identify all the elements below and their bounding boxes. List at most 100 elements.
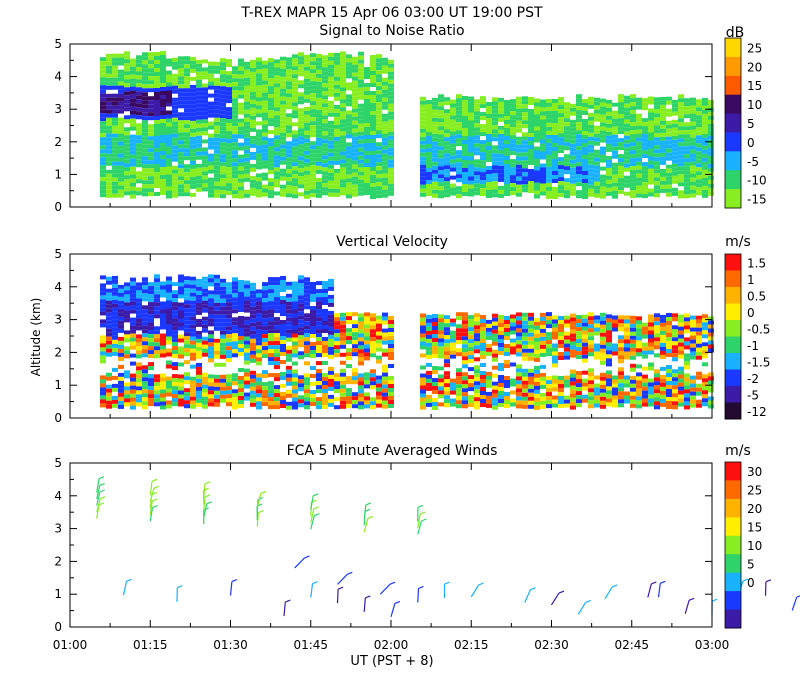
snr-field-cell	[612, 194, 618, 199]
vv-field-cell	[112, 339, 118, 344]
vv-field-cell	[274, 329, 280, 334]
snr-field-cell	[322, 167, 328, 172]
snr-field-cell	[214, 149, 220, 154]
snr-field-cell	[358, 131, 364, 136]
snr-field-cell	[558, 97, 564, 102]
vv-field-cell	[322, 389, 328, 393]
vv-field-cell	[100, 359, 106, 364]
vv-field-cell	[172, 282, 178, 287]
snr-field-cell	[702, 169, 708, 174]
vv-field-cell	[564, 355, 570, 360]
snr-field-cell	[684, 170, 690, 175]
vv-field-cell	[612, 387, 618, 392]
vv-field-cell	[672, 333, 678, 338]
vv-field-cell	[250, 286, 256, 291]
vv-field-cell	[178, 274, 184, 279]
snr-field-cell	[546, 122, 552, 127]
snr-field-cell	[238, 94, 244, 99]
vv-field-cell	[346, 332, 352, 337]
vv-field-cell	[286, 357, 292, 362]
vv-field-cell	[678, 318, 684, 323]
snr-field-cell	[480, 144, 486, 149]
vv-field-cell	[196, 302, 202, 307]
vv-field-cell	[498, 379, 504, 383]
snr-field-cell	[432, 141, 438, 146]
snr-field-cell	[100, 189, 106, 194]
snr-field-cell	[106, 185, 112, 190]
snr-field-cell	[250, 63, 256, 68]
vv-field-cell	[328, 378, 334, 383]
vv-field-cell	[630, 403, 636, 408]
snr-field-cell	[552, 163, 558, 167]
vv-field-cell	[166, 384, 172, 389]
vv-field-cell	[606, 386, 612, 391]
snr-field-cell	[316, 81, 322, 86]
snr-field-cell	[498, 153, 504, 158]
snr-field-cell	[226, 123, 232, 128]
snr-field-cell	[358, 55, 364, 60]
snr-field-cell	[328, 88, 334, 93]
vv-field-cell	[328, 286, 334, 291]
vv-field-cell	[480, 327, 486, 331]
vv-field-cell	[426, 386, 432, 391]
vv-field-cell	[648, 346, 654, 351]
snr-field-cell	[370, 123, 376, 127]
vv-field-cell	[474, 349, 480, 354]
snr-field-cell	[364, 95, 370, 99]
snr-field-cell	[244, 149, 250, 154]
vv-field-cell	[184, 344, 190, 349]
snr-field-cell	[346, 162, 352, 167]
snr-field-cell	[708, 119, 714, 124]
snr-field-cell	[594, 181, 600, 186]
snr-field-cell	[364, 151, 370, 155]
snr-field-cell	[124, 79, 130, 84]
snr-field-cell	[432, 189, 438, 194]
snr-field-cell	[244, 141, 250, 146]
snr-field-cell	[564, 170, 570, 175]
snr-field-cell	[594, 129, 600, 134]
vv-field-cell	[118, 328, 124, 333]
snr-field-cell	[340, 163, 346, 168]
snr-field-cell	[340, 107, 346, 112]
vv-field-cell	[588, 380, 594, 385]
snr-field-cell	[244, 153, 250, 158]
vv-field-cell	[226, 298, 232, 303]
snr-field-cell	[702, 117, 708, 122]
snr-field-cell	[160, 167, 166, 171]
snr-field-cell	[358, 187, 364, 192]
snr-field-cell	[334, 104, 340, 109]
vv-field-cell	[262, 290, 268, 295]
vv-field-cell	[118, 392, 124, 397]
snr-field-cell	[136, 143, 142, 148]
snr-field-cell	[346, 102, 352, 107]
snr-field-cell	[106, 57, 112, 62]
snr-field-cell	[238, 122, 244, 127]
vv-field-cell	[444, 355, 450, 360]
snr-field-cell	[606, 99, 612, 104]
vv-field-cell	[480, 371, 486, 375]
snr-field-cell	[106, 173, 112, 178]
snr-field-cell	[214, 89, 220, 94]
snr-field-cell	[226, 167, 232, 172]
vv-field-cell	[492, 365, 498, 370]
vv-field-cell	[358, 373, 364, 378]
vv-field-cell	[130, 385, 136, 390]
vv-field-cell	[630, 351, 636, 356]
vv-field-cell	[178, 374, 184, 379]
vv-field-cell	[666, 329, 672, 333]
snr-field-cell	[576, 194, 582, 199]
vv-field-cell	[304, 345, 310, 350]
vv-field-cell	[292, 377, 298, 382]
vv-field-cell	[546, 396, 552, 401]
vv-field-cell	[456, 324, 462, 329]
snr-field-cell	[358, 111, 364, 116]
snr-colorbar-label: 15	[747, 79, 762, 93]
snr-field-cell	[690, 109, 696, 114]
snr-field-cell	[510, 179, 516, 184]
vv-field-cell	[106, 400, 112, 405]
snr-field-cell	[364, 123, 370, 127]
snr-field-cell	[304, 190, 310, 195]
snr-field-cell	[570, 187, 576, 192]
vv-field-cell	[540, 392, 546, 397]
vv-field-cell	[618, 375, 624, 380]
